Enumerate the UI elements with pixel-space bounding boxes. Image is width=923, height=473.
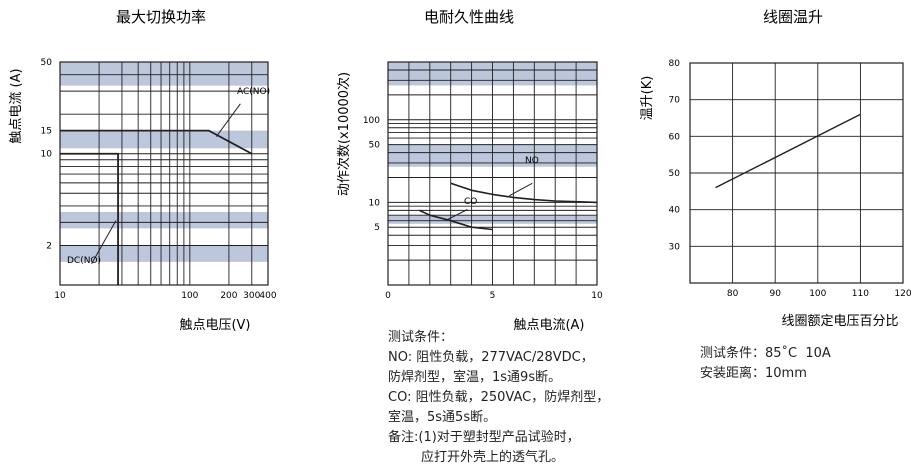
chart1-plot: 10 100 200 300 400 2 10 15 50 AC(NO) DC(NO) [41,58,277,301]
chart3-xtick: 100 [809,289,826,299]
endurance-note-line: 应打开外壳上的透气孔。 [388,450,565,465]
chart3-series-line [715,113,861,189]
chart1-ac-label: AC(NO) [237,87,270,97]
endurance-test-notes: 测试条件： NO: 阻性负载，277VAC/28VDC， 防焊剂型，室温，1s通9s… [388,328,609,468]
chart2-title: 电耐久性曲线 [424,8,514,26]
chart2-ytick: 100 [363,116,380,126]
chart2-plot: 0 5 10 5 10 50 100 NO CO [363,61,603,301]
chart2-xtick: 0 [385,291,391,301]
chart3-xtick: 90 [769,289,781,299]
chart2-co-label: CO [464,197,477,207]
chart1-ytick: 50 [41,58,53,68]
chart2-ytick: 5 [374,223,380,233]
chart1-xtick: 10 [54,291,66,301]
endurance-note-line: 室温，5s通5s断。 [388,410,497,425]
endurance-note-line: 测试条件： [388,330,454,345]
chart1-series-ac [60,129,253,155]
chart2-xlabel: 触点电流(A) [513,318,584,333]
chart3-ytick: 30 [669,242,681,252]
chart2-no-label: NO [525,156,539,166]
chart3-ytick: 40 [669,206,681,216]
chart3-plot: 80 90 100 110 120 30 40 50 60 70 80 [669,59,912,299]
chart2-xtick: 5 [490,291,496,301]
chart1-ylabel: 触点电流 (A) [9,68,24,143]
temperature-test-notes: 测试条件：85˚C 10A 安装距离：10mm [700,344,831,384]
chart1-band [60,245,268,262]
chart1-xtick: 400 [259,291,276,301]
chart3-xlabel: 线圈额定电压百分比 [781,314,898,329]
chart2-series-co [419,209,493,231]
temperature-note-line: 安装距离：10mm [700,366,807,381]
endurance-note-line: 备注:(1)对于塑封型产品试验时， [388,430,580,445]
endurance-note-line: 防焊剂型，室温，1s通9s断。 [388,370,562,385]
endurance-note-line: CO: 阻性负载，250VAC，防焊剂型， [388,390,610,405]
chart1-band [60,211,268,229]
chart3-title: 线圈温升 [763,8,823,26]
chart1-frame [59,61,269,286]
chart3-ytick: 60 [669,132,681,142]
chart3-ylabel: 温升(K) [640,76,655,121]
endurance-note-line: NO: 阻性负载，277VAC/28VDC， [388,350,594,365]
chart2-frame [387,61,598,286]
chart3-ytick: 50 [669,169,681,179]
chart1-dc-leader [91,220,117,265]
chart3-xtick: 110 [852,289,869,299]
chart2-co-leader [446,209,468,221]
chart2-xtick: 10 [591,291,603,301]
chart1-ytick: 2 [46,241,52,251]
chart1-ytick: 15 [41,127,52,137]
chart2-series-no [450,182,598,204]
chart3-xtick: 120 [894,289,911,299]
chart1-xlabel: 触点电压(V) [179,318,250,333]
chart1-xtick: 100 [181,291,198,301]
chart1-title: 最大切换功率 [116,8,206,26]
chart1-band [60,62,268,86]
chart2-ytick: 50 [369,141,381,151]
chart3-ytick: 70 [669,96,681,106]
chart2-ylabel: 动作次数(x10000次) [336,72,352,196]
chart2-no-leader [508,182,533,197]
chart1-series-dc [60,152,119,285]
chart1-xtick: 300 [243,291,260,301]
chart1-ytick: 10 [41,150,53,160]
chart1-dc-label: DC(NO) [67,256,101,266]
chart1-xtick: 200 [220,291,237,301]
chart2-ytick: 10 [369,198,381,208]
chart3-xtick: 80 [727,289,739,299]
temperature-note-line: 测试条件：85˚C 10A [700,346,831,361]
chart3-ytick: 80 [669,59,681,69]
chart1-ac-leader [215,103,241,137]
